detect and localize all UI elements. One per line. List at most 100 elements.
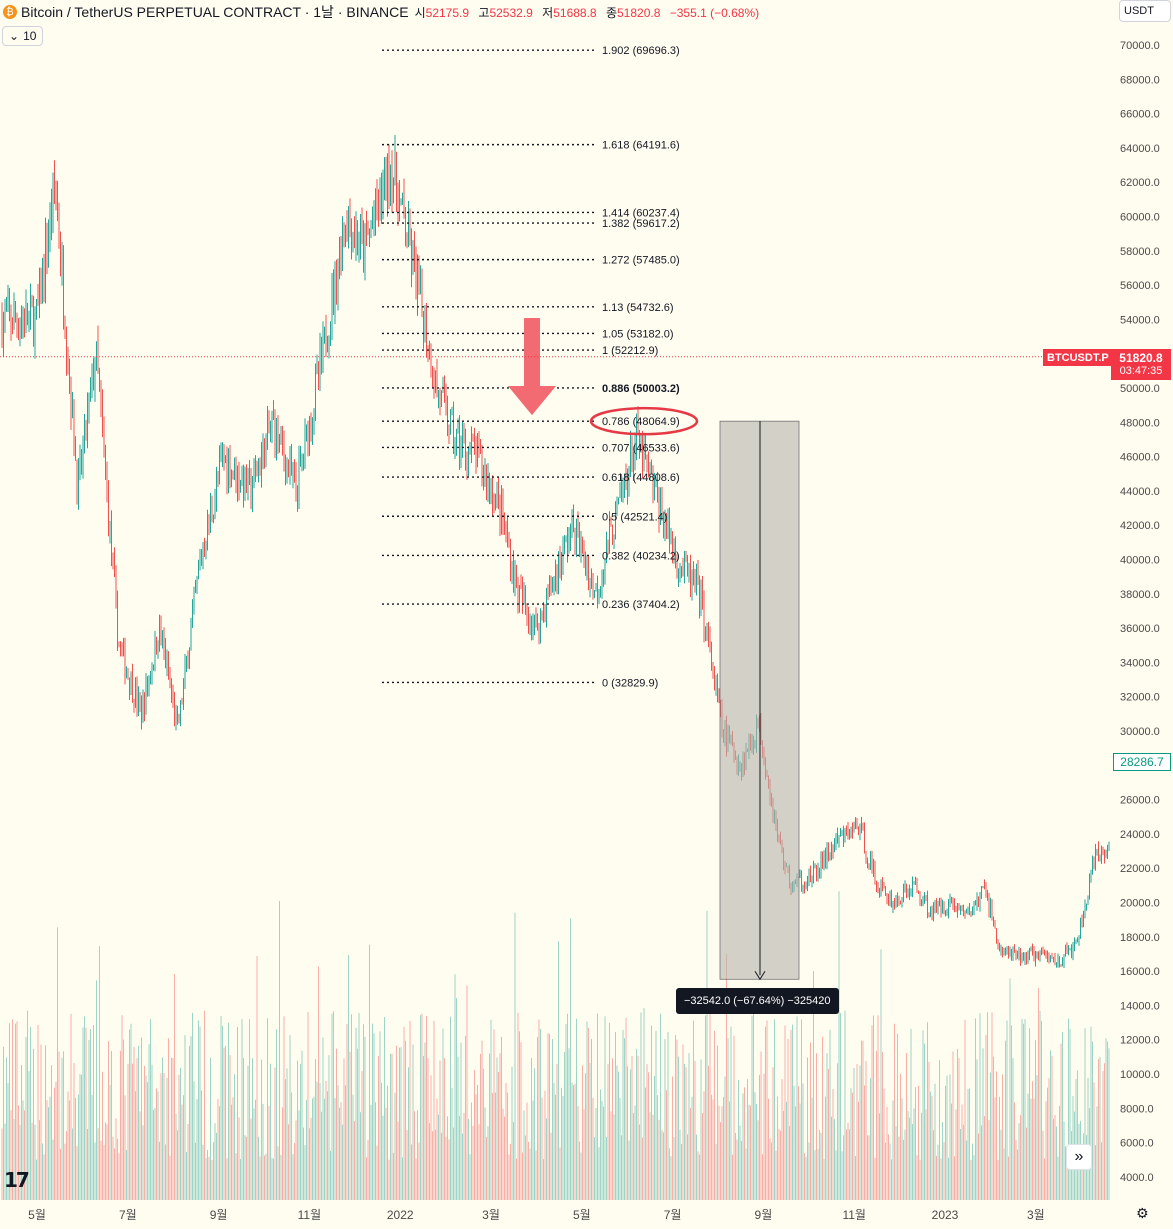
volume-bar [1077,1070,1078,1200]
volume-bar [892,1100,894,1200]
down-arrow-icon[interactable] [508,318,556,416]
volume-bar [84,1016,85,1200]
volume-bar [424,1042,426,1200]
volume-bar [159,1141,160,1200]
volume-bar [87,1128,88,1200]
volume-bar [673,1137,675,1200]
volume-bar [385,1107,387,1200]
volume-bar [894,1023,895,1200]
volume-bar [427,1058,429,1200]
time-tick-label: 5월 [28,1208,46,1222]
price-axis[interactable]: 70000.0 68000.0 66000.0 64000.0 62000.0 60000… [1112,0,1173,1229]
volume-bar [909,1117,910,1200]
volume-bar [553,1082,555,1200]
price-tick-label: 12000.0 [1120,1035,1160,1047]
volume-bar [22,1100,24,1200]
volume-bar [855,1156,856,1200]
volume-bar [247,1065,249,1200]
volume-bar [609,1022,610,1200]
fib-level-label: 1.414 (60237.4) [602,207,680,219]
symbol-title[interactable]: Bitcoin / TetherUS PERPETUAL CONTRACT · … [21,4,409,20]
volume-bar [172,1058,174,1200]
fibonacci-retracement[interactable]: 1.902 (69696.3) 1.618 (64191.6) 1.414 (602… [382,45,699,689]
volume-bar [160,1073,162,1200]
volume-bar [847,1122,849,1200]
volume-bar [723,1097,724,1200]
volume-bar [477,1084,478,1200]
volume-bar [832,1088,834,1200]
settings-gear-icon[interactable]: ⚙ [1136,1206,1149,1222]
volume-bar [520,1042,522,1200]
volume-bar [547,1033,549,1200]
volume-bar [409,1020,411,1200]
volume-bar [582,1065,583,1200]
volume-bar [826,1053,828,1200]
volume-bar [625,1017,627,1200]
volume-bar [253,1108,255,1200]
volume-bar [199,1026,201,1200]
volume-bar [1108,1048,1110,1200]
volume-bar [163,1073,165,1200]
volume-bar [700,1059,702,1200]
time-axis-bg [0,1201,1173,1229]
volume-bar [457,1056,459,1200]
volume-bar [1003,1148,1005,1200]
volume-bar [990,1072,991,1200]
price-tick-label: 38000.0 [1120,589,1160,601]
price-tick-label: 46000.0 [1120,452,1160,464]
volume-bar [550,1132,552,1200]
volume-bar [1009,978,1011,1200]
volume-bar [310,1117,312,1200]
volume-bar [868,1135,870,1200]
volume-bar [147,1082,148,1200]
volume-bar [534,1068,535,1200]
volume-bar [483,1068,484,1200]
volume-toggle-button[interactable]: ⌄ 10 [2,26,44,46]
price-tick-label: 48000.0 [1120,417,1160,429]
volume-bar [421,1013,423,1200]
volume-bar [99,946,100,1200]
volume-bar [73,1063,75,1200]
time-axis[interactable]: 5월 7월 9월 11월 2022 3월 5월 7월 9월 11월 2023 3월 [0,1201,1173,1229]
volume-bar [358,1013,360,1200]
volume-bar [1093,1082,1095,1200]
volume-bar [316,1081,318,1200]
volume-bar [937,1144,939,1200]
volume-bar [489,1053,490,1200]
volume-bar [742,1093,744,1200]
tradingview-logo[interactable]: 17 [4,1168,30,1192]
volume-bar [531,1057,532,1200]
volume-bar [655,1030,657,1200]
volume-bar [196,1099,198,1200]
volume-bar [808,1142,810,1200]
price-range-measure[interactable] [719,420,800,981]
arrow-annotation[interactable] [508,318,556,416]
volume-bar [462,1133,463,1200]
volume-bar [516,1158,517,1200]
volume-bar [541,1097,543,1200]
volume-bar [1107,1041,1108,1200]
currency-button[interactable]: USDT [1119,0,1171,22]
volume-bar [606,1137,607,1200]
volume-bar [930,1091,931,1200]
volume-bar [388,1159,390,1200]
price-tick-label: 64000.0 [1120,143,1160,155]
volume-bar [169,1155,171,1200]
volume-bar [306,1099,307,1200]
volume-bar [472,1126,474,1200]
volume-bar [393,1152,394,1200]
volume-bar [727,1038,729,1200]
volume-bar [496,1057,498,1200]
volume-bar [45,1045,46,1200]
volume-bar [373,1033,375,1200]
volume-bar [1063,1121,1065,1200]
volume-bar [198,1020,199,1200]
scroll-right-button[interactable]: » [1066,1144,1092,1170]
volume-bar [207,1149,208,1200]
volume-bar [390,1053,391,1200]
volume-bar [814,1150,816,1200]
volume-bar [841,1151,843,1200]
volume-bar [309,1128,310,1200]
price-tick-label: 56000.0 [1120,280,1160,292]
